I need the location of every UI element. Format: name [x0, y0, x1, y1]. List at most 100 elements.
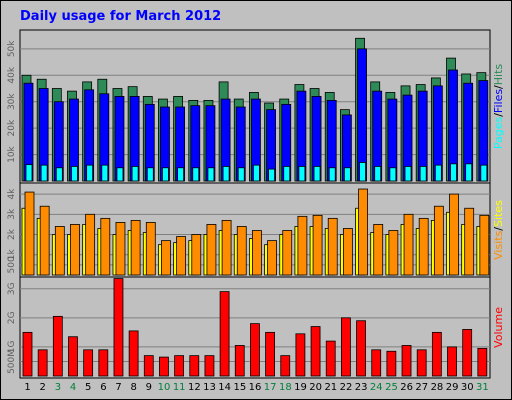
x-tick-label: 28: [431, 382, 444, 393]
bar-volume-day-11: [174, 355, 185, 377]
bar-volume-day-7: [113, 278, 124, 377]
bar-visits-day-15: [236, 226, 247, 276]
bar-visits-day-1: [24, 191, 35, 276]
y-tick-label: 2k: [7, 228, 17, 240]
bar-visits-day-4: [70, 224, 80, 276]
x-tick-label: 21: [324, 382, 337, 393]
bar-pages-day-23: [359, 162, 366, 182]
bar-pages-day-31: [480, 164, 488, 182]
bar-pages-day-7: [116, 167, 124, 182]
x-tick-label: 27: [415, 382, 428, 393]
x-tick-label: 16: [249, 382, 262, 393]
bar-visits-day-26: [403, 213, 414, 276]
x-tick-label: 31: [476, 382, 489, 393]
bar-pages-day-11: [177, 167, 185, 182]
bar-volume-day-29: [447, 346, 457, 377]
bar-pages-day-19: [298, 166, 306, 182]
bar-visits-day-23: [358, 188, 368, 276]
x-tick-label: 7: [115, 382, 121, 393]
bar-visits-day-29: [449, 193, 459, 276]
ylabel-part: Pages: [492, 117, 505, 150]
bar-pages-day-13: [207, 167, 215, 182]
bar-pages-day-22: [343, 167, 351, 182]
panel-ylabel: Visits/Sites: [492, 200, 505, 260]
bar-pages-day-9: [146, 167, 154, 182]
bar-volume-day-6: [98, 349, 109, 377]
bar-volume-day-20: [310, 326, 321, 377]
bar-visits-day-8: [130, 219, 141, 276]
x-tick-label: 17: [264, 382, 277, 393]
ylabel-part: /: [492, 113, 505, 117]
ylabel-part: Sites: [492, 200, 505, 227]
bar-pages-day-29: [450, 163, 457, 182]
ylabel-part: Visits: [492, 230, 505, 259]
bar-visits-day-19: [297, 215, 308, 276]
bar-volume-day-22: [340, 317, 351, 377]
x-tick-label: 30: [461, 382, 474, 393]
bar-volume-day-9: [143, 355, 154, 377]
bar-volume-day-18: [280, 355, 291, 377]
bar-pages-day-26: [404, 166, 412, 182]
bar-volume-day-21: [325, 340, 336, 377]
chart-title: Daily usage for March 2012: [20, 9, 221, 24]
x-tick-label: 14: [218, 382, 231, 393]
bar-pages-day-2: [40, 164, 48, 182]
bar-visits-day-30: [464, 207, 475, 276]
y-tick-label: 1k: [7, 249, 17, 261]
bar-visits-day-5: [85, 213, 96, 276]
bar-volume-day-19: [295, 333, 306, 377]
bar-volume-day-30: [462, 329, 473, 377]
bar-pages-day-3: [55, 167, 63, 182]
x-tick-label: 23: [355, 382, 368, 393]
bar-volume-day-15: [234, 345, 245, 377]
y-tick-label: 40k: [7, 66, 17, 83]
y-tick-label: 4k: [7, 188, 17, 200]
bar-pages-day-14: [222, 166, 230, 182]
y-tick-label: 30k: [7, 93, 17, 110]
bar-pages-day-20: [313, 166, 321, 182]
bar-pages-day-18: [283, 166, 291, 182]
panel-ylabel: Volume: [492, 307, 505, 348]
x-tick-label: 24: [370, 382, 383, 393]
bar-volume-day-3: [52, 315, 63, 377]
x-tick-label: 4: [70, 382, 76, 393]
bar-volume-day-5: [83, 349, 94, 377]
x-tick-label: 6: [100, 382, 106, 393]
bar-pages-day-21: [328, 167, 336, 182]
y-tick-label: 1G: [7, 341, 17, 354]
bar-volume-day-8: [128, 330, 139, 377]
bar-volume-day-28: [431, 331, 442, 377]
ylabel-part: /: [492, 227, 505, 231]
x-tick-label: 18: [279, 382, 292, 393]
x-tick-label: 19: [294, 382, 307, 393]
bar-visits-day-7: [115, 222, 126, 276]
bar-files-day-23: [357, 48, 367, 182]
bar-visits-day-18: [282, 230, 293, 276]
bar-pages-day-10: [162, 167, 169, 182]
bar-visits-day-10: [161, 240, 171, 276]
bar-volume-day-12: [189, 355, 200, 377]
x-tick-label: 22: [340, 382, 353, 393]
bar-visits-day-24: [373, 224, 384, 276]
y-tick-label: 500: [7, 256, 17, 273]
bar-pages-day-6: [101, 164, 109, 182]
x-tick-label: 11: [173, 382, 186, 393]
x-tick-label: 13: [203, 382, 216, 393]
bar-visits-day-17: [267, 240, 277, 276]
bar-volume-day-23: [356, 320, 366, 377]
bar-visits-day-9: [145, 222, 156, 276]
bar-visits-day-6: [100, 217, 111, 276]
bar-volume-day-25: [386, 350, 397, 377]
bar-visits-day-16: [252, 230, 262, 276]
x-tick-label: 9: [146, 382, 152, 393]
bar-pages-day-25: [389, 167, 397, 182]
y-tick-label: 2G: [7, 311, 17, 324]
y-tick-label: 3k: [7, 208, 17, 220]
bar-visits-day-12: [191, 234, 202, 276]
bar-volume-day-31: [477, 347, 488, 377]
bar-volume-day-17: [265, 331, 275, 377]
bar-volume-day-14: [219, 291, 230, 377]
bar-pages-day-24: [374, 166, 382, 182]
